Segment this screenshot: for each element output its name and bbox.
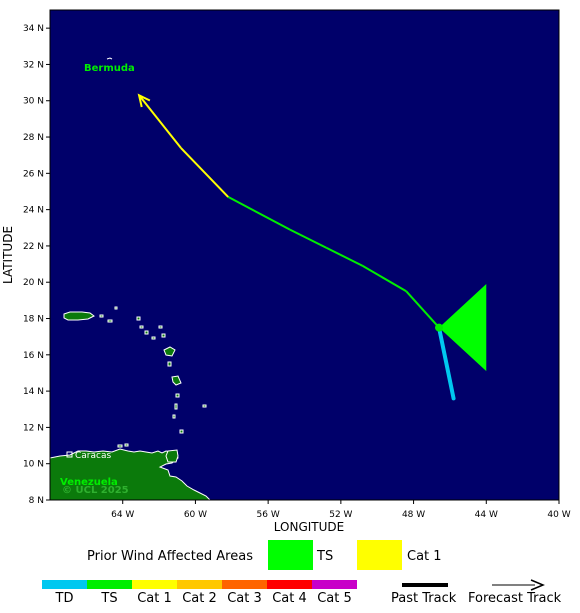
scale-label: Cat 1 xyxy=(137,591,172,606)
wind-legend-title: Prior Wind Affected Areas xyxy=(87,549,253,564)
forecast-track-segment xyxy=(405,290,440,329)
scale-swatch xyxy=(312,580,357,589)
y-tick-label: 20 N xyxy=(23,278,44,288)
forecast-track-segment xyxy=(180,147,229,198)
scale-label: Cat 5 xyxy=(317,591,352,606)
forecast-track-arrowhead xyxy=(137,93,151,108)
wind-legend-swatch xyxy=(357,540,402,570)
scale-swatch xyxy=(87,580,132,589)
y-tick-label: 34 N xyxy=(23,24,44,34)
forecast-track-segment xyxy=(362,265,407,293)
forecast-track-segment xyxy=(289,228,327,249)
map-frame xyxy=(49,9,560,501)
wind-areas-legend: Prior Wind Affected Areas TS Cat 1 xyxy=(87,540,442,570)
scale-swatch xyxy=(267,580,312,589)
y-tick-label: 24 N xyxy=(23,206,44,216)
y-tick-label: 32 N xyxy=(23,60,44,70)
x-tick-label: 44 W xyxy=(475,510,498,520)
y-axis-title: LATITUDE xyxy=(1,226,15,284)
y-tick-label: 22 N xyxy=(23,242,44,252)
wind-legend-label: TS xyxy=(316,549,333,564)
x-tick-label: 52 W xyxy=(329,510,352,520)
x-tick-label: 56 W xyxy=(257,510,280,520)
wind-affected-area-ts xyxy=(439,284,487,372)
x-tick-label: 60 W xyxy=(184,510,207,520)
forecast-track-segment xyxy=(227,196,291,231)
y-tick-label: 30 N xyxy=(23,97,44,107)
forecast-track-segment xyxy=(325,246,364,267)
y-tick-label: 10 N xyxy=(23,460,44,470)
scale-label: Cat 2 xyxy=(182,591,217,606)
forecast-track-segment xyxy=(138,94,182,149)
x-tick-label: 40 W xyxy=(547,510,570,520)
caracas-marker xyxy=(66,451,73,458)
y-tick-label: 14 N xyxy=(23,387,44,397)
scale-label: TS xyxy=(100,591,117,606)
y-tick-label: 28 N xyxy=(23,133,44,143)
ocean-background xyxy=(50,10,559,500)
wind-legend-label: Cat 1 xyxy=(407,549,442,564)
scale-label: Cat 4 xyxy=(272,591,307,606)
lesser-antilles-islands xyxy=(99,306,207,448)
copyright-label: © UCL 2025 xyxy=(62,485,129,496)
bermuda-label: Bermuda xyxy=(84,63,135,74)
x-tick-label: 48 W xyxy=(402,510,425,520)
category-scale-legend: TD TS Cat 1 Cat 2 Cat 3 Cat 4 Cat 5 xyxy=(42,580,357,606)
track-style-legend: Past Track Forecast Track xyxy=(391,579,562,606)
latitude-axis: 34 N 32 N 30 N 28 N 26 N 24 N 22 N 20 N 18 N 16 N… xyxy=(23,24,50,506)
scale-swatch xyxy=(222,580,267,589)
caracas-label: Caracas xyxy=(75,451,111,461)
current-position-marker xyxy=(435,323,444,332)
past-track-line xyxy=(437,325,456,401)
x-tick-label: 64 W xyxy=(111,510,134,520)
scale-label: Cat 3 xyxy=(227,591,262,606)
forecast-track-legend-label: Forecast Track xyxy=(468,591,562,606)
land-layer xyxy=(50,57,211,500)
forecast-track-legend-arrow xyxy=(530,579,545,591)
y-tick-label: 26 N xyxy=(23,169,44,179)
scale-label: TD xyxy=(55,591,74,606)
trinidad-island xyxy=(165,449,179,463)
longitude-axis: 64 W 60 W 56 W 52 W 48 W 44 W 40 W xyxy=(111,500,571,520)
x-axis-title: LONGITUDE xyxy=(274,520,344,534)
bermuda-island xyxy=(106,57,113,60)
y-tick-label: 16 N xyxy=(23,351,44,361)
scale-swatch xyxy=(177,580,222,589)
past-track-legend-label: Past Track xyxy=(391,591,457,606)
venezuela-label: Venezuela xyxy=(60,477,118,488)
wind-legend-swatch xyxy=(268,540,313,570)
scale-swatch xyxy=(132,580,177,589)
y-tick-label: 8 N xyxy=(29,496,44,506)
scale-swatch xyxy=(42,580,87,589)
puerto-rico-island xyxy=(63,311,95,321)
y-tick-label: 12 N xyxy=(23,423,44,433)
storm-tracks xyxy=(137,93,487,401)
y-tick-label: 18 N xyxy=(23,315,44,325)
